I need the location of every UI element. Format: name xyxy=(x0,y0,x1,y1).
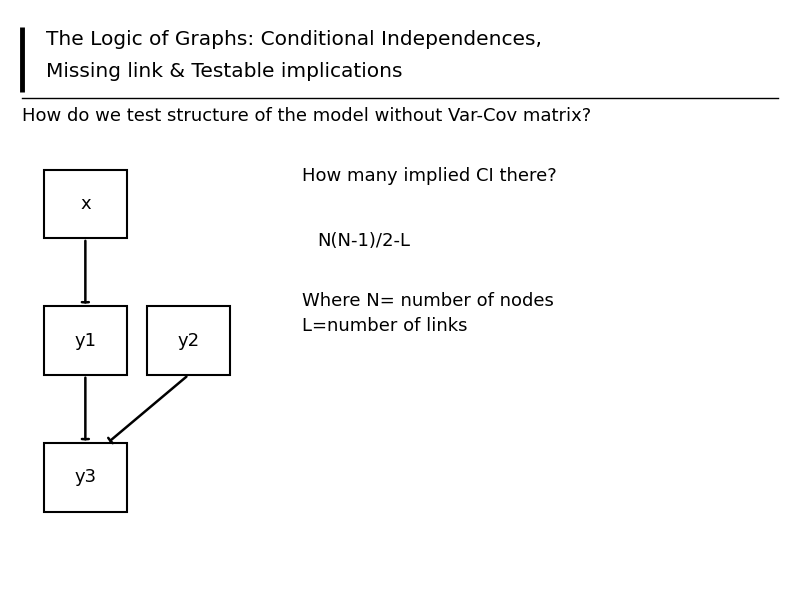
Text: How do we test structure of the model without Var-Cov matrix?: How do we test structure of the model wi… xyxy=(22,107,592,125)
Bar xyxy=(44,170,127,238)
Text: Where N= number of nodes
L=number of links: Where N= number of nodes L=number of lin… xyxy=(302,292,553,334)
Text: y3: y3 xyxy=(75,468,96,487)
Bar xyxy=(147,306,230,375)
Text: y2: y2 xyxy=(178,331,199,350)
Text: N(N-1)/2-L: N(N-1)/2-L xyxy=(318,232,410,250)
Text: Missing link & Testable implications: Missing link & Testable implications xyxy=(46,62,403,82)
Text: y1: y1 xyxy=(75,331,96,350)
Bar xyxy=(44,306,127,375)
Text: The Logic of Graphs: Conditional Independences,: The Logic of Graphs: Conditional Indepen… xyxy=(46,30,542,49)
Text: x: x xyxy=(80,195,91,213)
Bar xyxy=(44,443,127,512)
Text: How many implied CI there?: How many implied CI there? xyxy=(302,167,557,184)
